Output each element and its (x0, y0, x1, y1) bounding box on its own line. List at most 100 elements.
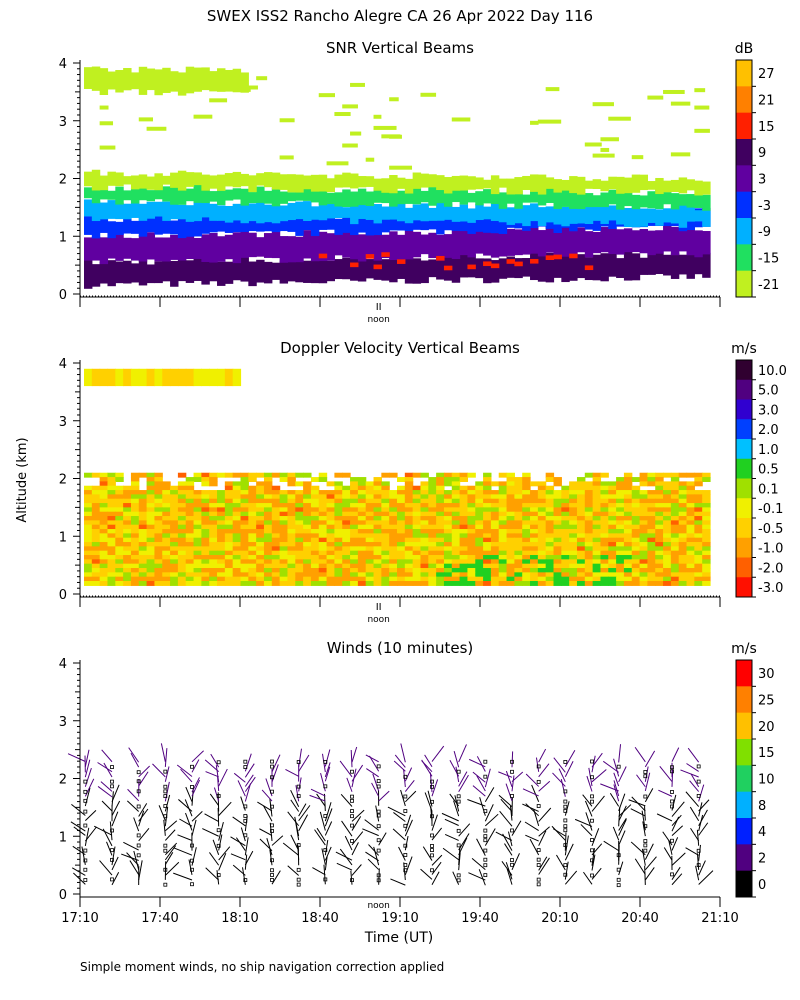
doppler-cell (201, 555, 210, 560)
calm-marker (696, 793, 701, 798)
doppler-cell (561, 581, 570, 586)
wind-barb (671, 866, 681, 880)
doppler-cell (279, 529, 289, 534)
doppler-cell (436, 572, 445, 578)
doppler-cell (91, 542, 101, 547)
doppler-cell (537, 529, 547, 534)
doppler-cell (655, 472, 664, 478)
doppler-cell (483, 507, 492, 513)
wind-barb (538, 763, 550, 778)
doppler-cell (193, 477, 202, 482)
snr-cell (279, 174, 289, 190)
snr-cell (389, 231, 398, 261)
doppler-cell (318, 555, 328, 560)
doppler-cell (146, 520, 156, 526)
doppler-cell (663, 576, 672, 582)
doppler-cell (545, 498, 555, 504)
doppler-cell (670, 542, 680, 547)
doppler-cell (420, 568, 429, 573)
doppler-cell (545, 568, 555, 573)
doppler-cell (107, 507, 116, 513)
snr-cell (428, 232, 437, 259)
snr-cell (389, 175, 398, 194)
doppler-cell (647, 576, 656, 582)
wind-barb (698, 809, 708, 826)
doppler-cell (326, 498, 335, 504)
doppler-cell (201, 542, 210, 547)
doppler-cell (490, 529, 500, 534)
snr-cell (475, 258, 484, 279)
wind-barb (387, 806, 406, 817)
doppler-cell (240, 507, 249, 513)
doppler-cell (576, 485, 586, 491)
doppler-cell (623, 542, 633, 547)
doppler-cell (357, 507, 367, 513)
calm-marker (83, 789, 88, 794)
doppler-cell (279, 507, 289, 513)
wind-barb (111, 872, 120, 886)
doppler-cell (397, 581, 406, 586)
snr-cell (271, 187, 281, 207)
doppler-cell (584, 546, 594, 552)
snr-cell (686, 213, 695, 231)
wind-barb (244, 815, 248, 832)
snr-cell (130, 200, 140, 218)
calm-marker (376, 878, 381, 883)
doppler-cell (522, 563, 531, 569)
doppler-cell (655, 477, 664, 482)
doppler-cell (303, 498, 312, 504)
snr-cell (91, 169, 101, 191)
wind-barb (127, 788, 140, 802)
doppler-cell (318, 537, 328, 543)
doppler-cell (397, 511, 406, 517)
doppler-cell (663, 533, 672, 539)
doppler-cell (350, 572, 359, 578)
wind-barb (290, 834, 300, 851)
doppler-cell (373, 559, 382, 565)
doppler-cell (334, 511, 343, 517)
doppler-cell (686, 542, 695, 547)
doppler-cell (185, 490, 195, 495)
doppler-cell (623, 524, 633, 530)
doppler-cell (616, 533, 625, 539)
doppler-cell (553, 533, 562, 539)
doppler-cell (404, 494, 414, 500)
doppler-cell (295, 472, 304, 478)
snr-cell (537, 188, 547, 206)
doppler-cell (655, 576, 664, 582)
doppler-cell (561, 537, 570, 543)
doppler-cell (271, 581, 281, 586)
doppler-cell (334, 572, 343, 578)
snr-cell (279, 218, 289, 232)
doppler-cell (694, 498, 703, 504)
doppler-cell (217, 576, 226, 582)
colorbar-swatch (736, 818, 752, 845)
doppler-cell (381, 516, 390, 521)
snr-cell (608, 227, 617, 255)
snr-cell (271, 172, 281, 190)
calm-marker (563, 828, 568, 833)
doppler-cell (584, 498, 594, 504)
calm-marker (590, 799, 594, 804)
doppler-cell (483, 503, 492, 508)
wind-barb (538, 830, 547, 846)
doppler-cell (154, 511, 163, 517)
doppler-cell (428, 477, 437, 482)
doppler-cell (310, 559, 320, 565)
doppler-cell (443, 533, 453, 539)
doppler-cell (350, 490, 359, 495)
doppler-cell (537, 559, 547, 565)
wind-barb (271, 754, 281, 773)
doppler-cell (154, 529, 163, 534)
wind-barb (628, 799, 646, 807)
doppler-cell (553, 581, 562, 586)
doppler-cell (256, 516, 265, 521)
doppler-cell (342, 555, 351, 560)
doppler-cell (553, 550, 562, 556)
doppler-cell (170, 490, 179, 495)
doppler-cell (303, 524, 312, 530)
snr-cell (459, 254, 469, 278)
wind-barb (210, 753, 220, 768)
wind-barb (478, 869, 486, 886)
